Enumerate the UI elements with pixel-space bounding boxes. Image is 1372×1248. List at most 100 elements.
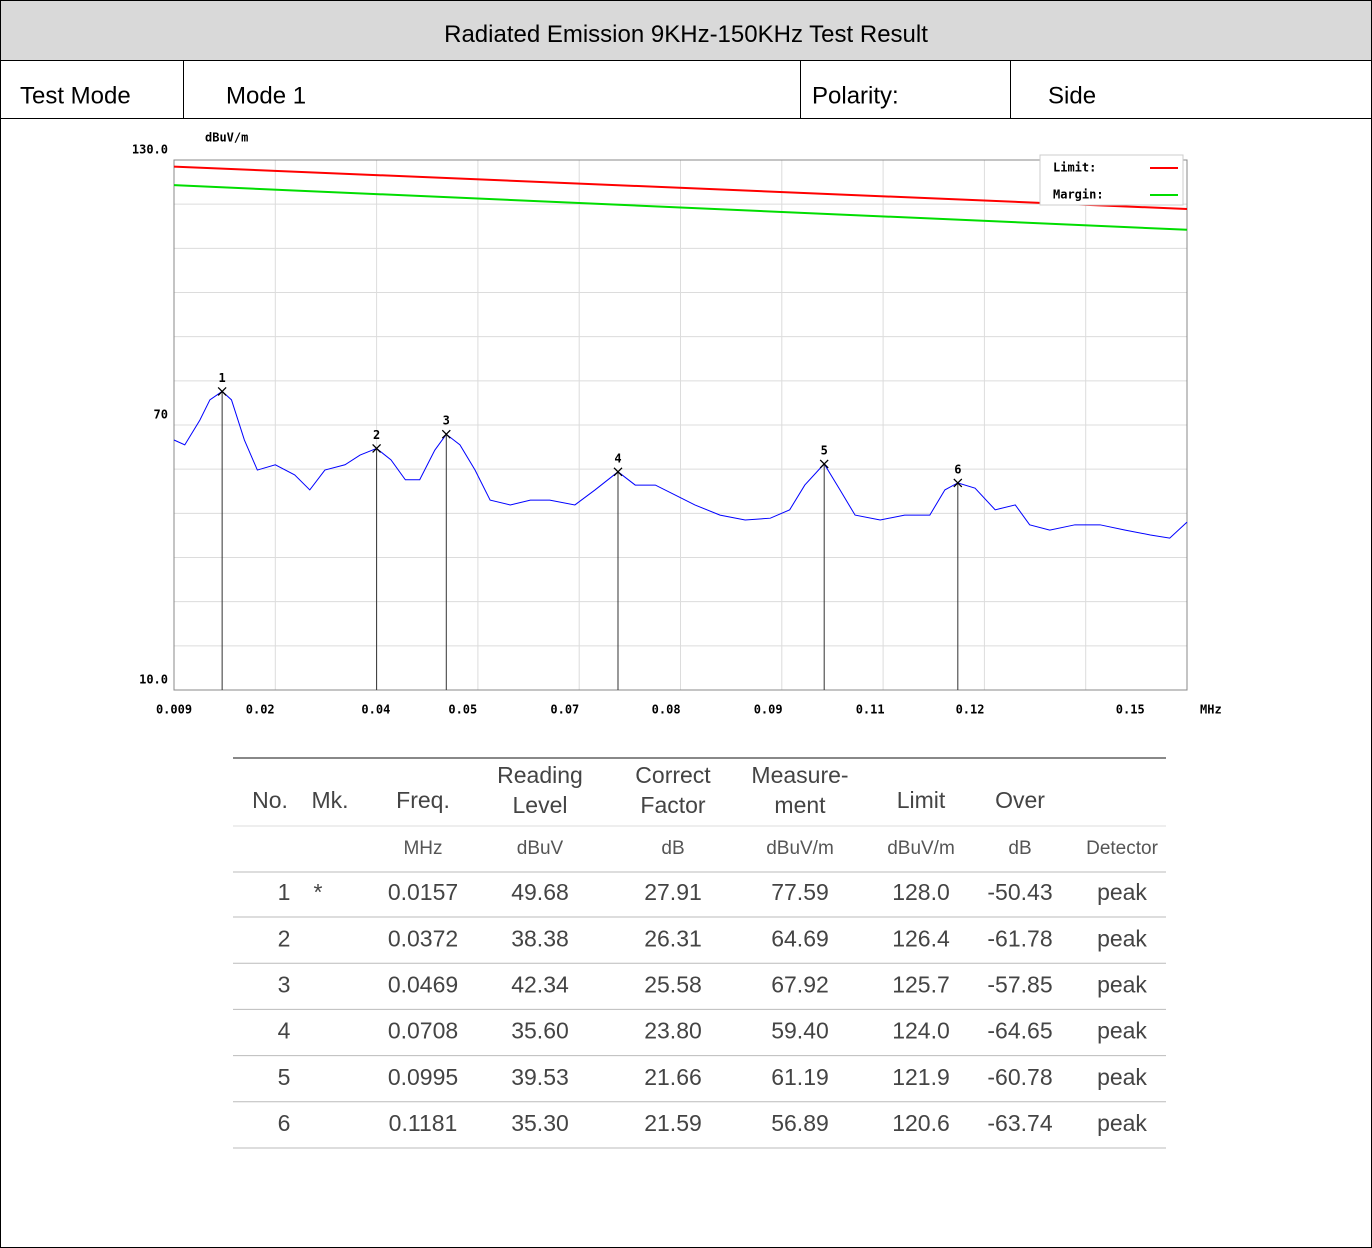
table-cell: -64.65 (987, 1018, 1052, 1044)
marker-label: 4 (614, 451, 621, 465)
table-cell: 39.53 (511, 1064, 569, 1090)
table-header: No. (252, 787, 288, 813)
table-cell: -57.85 (987, 971, 1052, 997)
test-mode: Mode 1 (226, 82, 306, 109)
table-cell: -60.78 (987, 1064, 1052, 1090)
limit-line (173, 165, 1188, 211)
test-mode-label: Test Mode (20, 82, 131, 109)
table-cell: peak (1097, 1064, 1147, 1090)
marker-cross (217, 387, 227, 396)
table-header: Correct (635, 762, 711, 788)
table-cell: 126.4 (892, 925, 950, 951)
table-cell: 77.59 (771, 879, 829, 905)
table-cell: peak (1097, 879, 1147, 905)
table-cell: peak (1097, 1018, 1147, 1044)
x-tick-label: 0.05 (448, 703, 477, 717)
table-cell: 120.6 (892, 1110, 950, 1136)
limit-line (173, 184, 1188, 231)
table-cell: 125.7 (892, 971, 950, 997)
table-unit: dB (661, 838, 684, 859)
marker-label: 6 (954, 462, 961, 476)
table-cell: 49.68 (511, 879, 569, 905)
table-cell: 128.0 (892, 879, 950, 905)
table-cell: 121.9 (892, 1064, 950, 1090)
title: Radiated Emission 9KHz-150KHz Test Resul… (444, 21, 928, 48)
table-cell: 0.0995 (388, 1064, 458, 1090)
table-cell: 0.1181 (389, 1110, 458, 1136)
mode-row (0, 60, 1372, 119)
table-cell: 38.38 (511, 925, 569, 951)
table-unit: Detector (1086, 838, 1158, 859)
table-cell: peak (1097, 925, 1147, 951)
y-tick-label: 130.0 (132, 143, 168, 157)
table-header: ment (774, 792, 826, 818)
table-cell: 2 (278, 925, 291, 951)
table-cell: 56.89 (771, 1110, 829, 1136)
table-cell: * (314, 879, 323, 905)
table-cell: 6 (278, 1110, 291, 1136)
x-tick-label: 0.009 (156, 703, 192, 717)
table-cell: 0.0708 (388, 1018, 458, 1044)
table-cell: 27.91 (644, 879, 702, 905)
marker-cross (819, 459, 829, 469)
table-cell: 0.0469 (388, 971, 458, 997)
legend-label: Margin: (1053, 188, 1104, 202)
table-cell: 35.60 (511, 1018, 569, 1044)
table-cell: 35.30 (511, 1110, 569, 1136)
table-cell: 124.0 (892, 1018, 950, 1044)
x-tick-label: 0.02 (246, 703, 275, 717)
marker-cross (953, 478, 963, 488)
polarity: Side (1048, 82, 1096, 109)
table-header: Limit (897, 787, 946, 813)
table-header: Freq. (396, 787, 450, 813)
x-tick-label: 0.11 (856, 703, 885, 717)
table-cell: peak (1097, 1110, 1147, 1136)
marker-cross (372, 443, 382, 453)
table-cell: 23.80 (644, 1018, 702, 1044)
table-cell: 0.0372 (388, 925, 458, 951)
x-tick-label: 0.07 (550, 703, 579, 717)
table-cell: 25.58 (644, 971, 702, 997)
table-unit: MHz (403, 838, 442, 859)
plot-border (173, 159, 1188, 691)
table-cell: 4 (278, 1018, 291, 1044)
x-tick-label: 0.12 (956, 703, 985, 717)
marker-label: 3 (443, 414, 450, 428)
table-cell: peak (1097, 971, 1147, 997)
table-cell: 64.69 (771, 925, 829, 951)
table-cell: 21.59 (644, 1110, 702, 1136)
y-tick-label: 70 (154, 408, 168, 422)
legend-label: Limit: (1053, 161, 1096, 175)
table-cell: 59.40 (771, 1018, 829, 1044)
x-tick-label: 0.04 (361, 703, 390, 717)
table-cell: 1 (278, 879, 291, 905)
table-cell: 61.19 (771, 1064, 829, 1090)
x-unit: MHz (1200, 703, 1222, 717)
table-cell: 26.31 (644, 925, 702, 951)
table-header: Reading (497, 762, 583, 788)
table-header: Level (513, 792, 568, 818)
x-tick-label: 0.08 (652, 703, 681, 717)
x-tick-label: 0.15 (1116, 703, 1145, 717)
table-cell: 3 (278, 971, 291, 997)
marker-label: 2 (373, 428, 380, 442)
table-cell: 21.66 (644, 1064, 702, 1090)
table-cell: 5 (278, 1064, 291, 1090)
y-unit: dBuV/m (205, 131, 248, 145)
table-header: Over (995, 787, 1045, 813)
table-header: Factor (640, 792, 706, 818)
table-unit: dB (1008, 838, 1031, 859)
table-cell: -63.74 (987, 1110, 1052, 1136)
table-unit: dBuV (517, 838, 564, 859)
table-cell: -61.78 (987, 925, 1052, 951)
marker-label: 1 (219, 371, 226, 385)
table-cell: 0.0157 (388, 879, 458, 905)
marker-cross (441, 429, 451, 439)
marker-cross (613, 467, 623, 477)
x-tick-label: 0.09 (754, 703, 783, 717)
table-header: Measure- (751, 762, 848, 788)
y-tick-label: 10.0 (139, 673, 168, 687)
legend (1039, 154, 1184, 206)
polarity-label: Polarity: (812, 82, 899, 109)
